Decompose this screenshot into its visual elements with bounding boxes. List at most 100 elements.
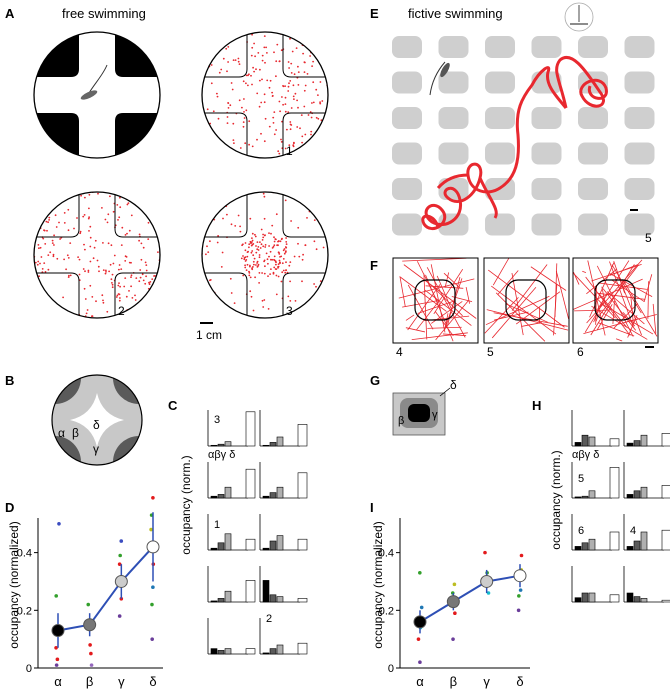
- bar: [245, 411, 256, 447]
- trace-dot: [286, 128, 288, 131]
- trace-dot: [218, 71, 221, 74]
- trace-dot: [309, 55, 311, 57]
- trace-dot: [311, 102, 313, 104]
- trace-dot: [280, 238, 283, 241]
- trace-dot: [320, 314, 322, 316]
- trace-dot: [264, 265, 266, 268]
- trace-dot: [269, 273, 271, 275]
- f-trace: [423, 273, 428, 340]
- trace-dot: [138, 280, 141, 283]
- y-tick-label: 0.2: [379, 605, 394, 617]
- tile: [531, 213, 562, 236]
- trace-dot: [258, 105, 261, 108]
- trace-dot: [253, 70, 256, 73]
- trace-dot: [288, 264, 291, 267]
- trace-dot: [301, 135, 304, 138]
- f-trace: [515, 291, 561, 325]
- arena-border: [33, 31, 161, 159]
- trace-dot: [128, 229, 131, 232]
- bar: [269, 492, 277, 499]
- trace-dot: [311, 65, 313, 67]
- trace-dot: [319, 81, 322, 83]
- trace-dot: [66, 254, 69, 257]
- trace-dot: [82, 268, 85, 270]
- corner-outline: [202, 272, 248, 318]
- trace-dot: [240, 257, 243, 260]
- f-trace: [574, 309, 610, 312]
- trace-dot: [210, 82, 213, 85]
- trace-dot: [150, 192, 152, 195]
- trace-dot: [95, 300, 97, 303]
- trace-dot: [203, 207, 206, 210]
- trace-dot: [319, 102, 322, 105]
- trace-dot: [52, 253, 55, 256]
- trace-dot: [248, 246, 250, 249]
- trace-dot: [295, 34, 298, 37]
- trace-dot: [260, 228, 263, 231]
- trace-dot: [205, 48, 208, 50]
- zone-beta: [113, 375, 142, 404]
- bar: [276, 436, 284, 447]
- bar: [224, 486, 232, 499]
- bar: [210, 547, 218, 551]
- trace-dot: [253, 257, 256, 260]
- trace-dot: [43, 203, 46, 206]
- trace-dot: [254, 233, 256, 236]
- trace-dot: [208, 304, 211, 306]
- trace-dot: [320, 119, 323, 122]
- trace-dot: [225, 34, 228, 36]
- trace-dot: [252, 254, 255, 257]
- tile: [438, 142, 469, 165]
- trace-dot: [223, 312, 226, 315]
- trace-dot: [231, 88, 234, 91]
- trace-dot: [202, 47, 204, 50]
- trace-dot: [311, 45, 314, 48]
- trace-dot: [306, 217, 308, 219]
- trace-dot: [313, 283, 315, 285]
- trace-dot: [315, 116, 318, 119]
- trace-dot: [119, 285, 121, 288]
- f-trace: [405, 314, 415, 321]
- trace-dot: [249, 290, 252, 293]
- trace-dot: [257, 52, 260, 54]
- trace-dot: [37, 260, 40, 263]
- trace-dot: [273, 244, 276, 247]
- trace-dot: [247, 250, 250, 253]
- panel-letter-h: H: [532, 398, 541, 413]
- trace-dot: [270, 232, 272, 235]
- f-trace: [484, 297, 519, 334]
- f-trace: [597, 322, 635, 337]
- trace-dot: [303, 89, 306, 92]
- trace-dot: [216, 92, 218, 95]
- trace-dot: [298, 152, 300, 155]
- arena-border: [33, 191, 161, 319]
- f-border: [572, 257, 659, 344]
- trace-dot: [67, 257, 70, 259]
- trace-dot: [145, 275, 148, 278]
- panel-letter-e: E: [370, 6, 379, 21]
- trace-dot: [247, 74, 249, 77]
- tile: [531, 178, 562, 200]
- trace-dot: [251, 250, 254, 252]
- trace-dot: [213, 303, 215, 305]
- trace-dot: [222, 217, 224, 220]
- trace-dot: [142, 279, 145, 282]
- trace-dot: [227, 61, 230, 63]
- trace-dot: [208, 36, 210, 39]
- trace-dot: [294, 300, 297, 302]
- trace-dot: [253, 263, 255, 266]
- trace-dot: [135, 277, 138, 279]
- trace-dot: [275, 293, 278, 296]
- trace-dot: [79, 232, 82, 235]
- f-panel-1: [398, 258, 477, 342]
- trace-dot: [255, 68, 257, 71]
- trace-dot: [282, 103, 284, 106]
- g-label-gamma: γ: [432, 409, 438, 421]
- trace-dot: [125, 295, 128, 298]
- trace-dot: [319, 140, 322, 143]
- trace-dot: [225, 47, 228, 50]
- scatter-point: [151, 496, 155, 500]
- trace-dot: [210, 32, 213, 34]
- trace-dot: [276, 43, 279, 46]
- trace-dot: [52, 255, 55, 258]
